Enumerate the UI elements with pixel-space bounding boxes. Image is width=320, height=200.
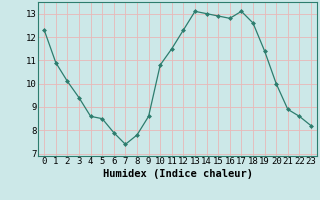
X-axis label: Humidex (Indice chaleur): Humidex (Indice chaleur) (103, 169, 252, 179)
